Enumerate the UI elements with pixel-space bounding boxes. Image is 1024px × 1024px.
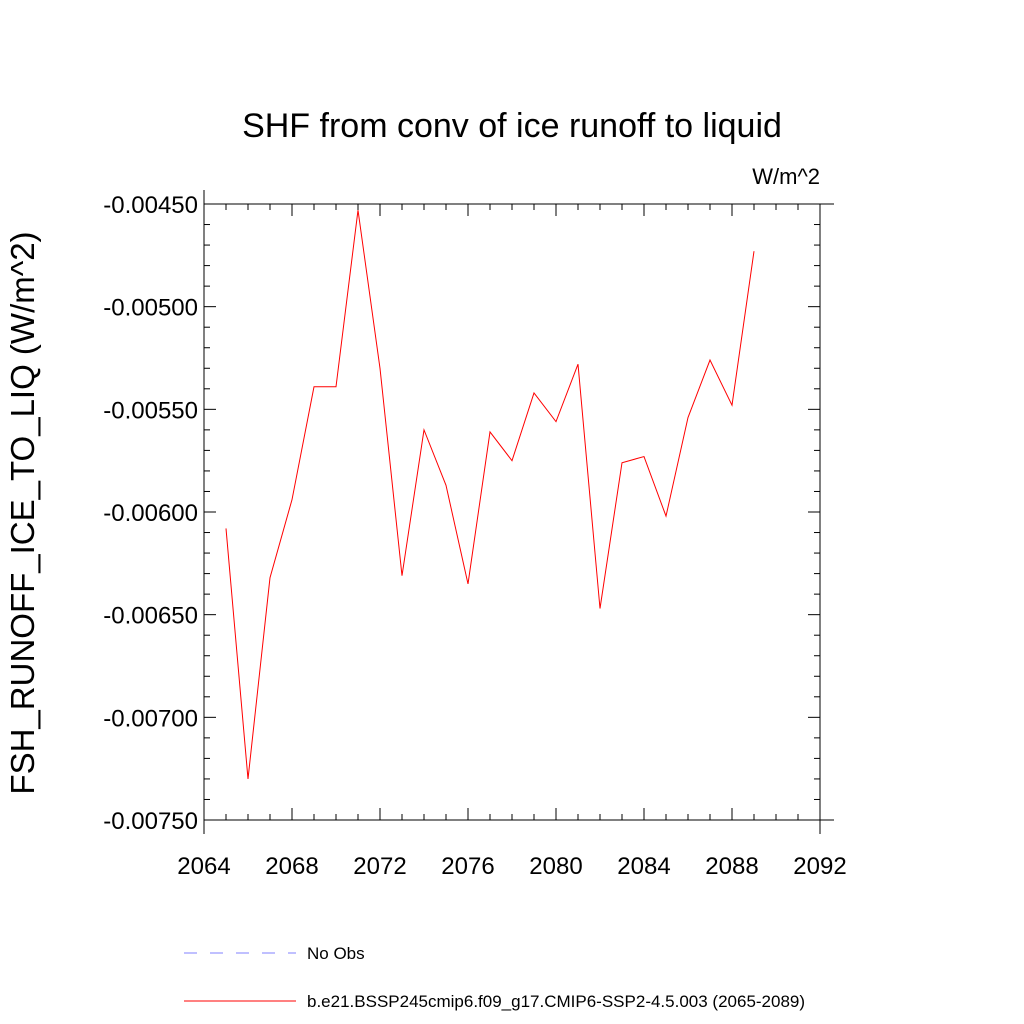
x-tick-label: 2088 — [705, 853, 758, 880]
y-tick-label: -0.00700 — [103, 705, 198, 732]
plot-frame — [203, 203, 821, 821]
y-tick-label: -0.00500 — [103, 295, 198, 322]
x-tick-label: 2072 — [353, 853, 406, 880]
y-tick-label: -0.00550 — [103, 397, 198, 424]
y-axis-title: FSH_RUNOFF_ICE_TO_LIQ (W/m^2) — [4, 231, 41, 794]
x-tick-label: 2084 — [617, 853, 670, 880]
x-tick-label: 2080 — [529, 853, 582, 880]
units-label: W/m^2 — [752, 164, 820, 189]
series-line — [225, 210, 755, 779]
series-layer — [225, 210, 755, 779]
y-tick-label: -0.00750 — [103, 808, 198, 835]
x-tick-label: 2068 — [265, 853, 318, 880]
legend-label-model-run: b.e21.BSSP245cmip6.f09_g17.CMIP6-SSP2-4.… — [307, 992, 805, 1011]
x-tick-label: 2092 — [793, 853, 846, 880]
y-tick-label: -0.00600 — [103, 500, 198, 527]
x-tick-label: 2076 — [441, 853, 494, 880]
y-tick-label: -0.00650 — [103, 603, 198, 630]
x-axis: 2064 2068 2072 2076 2080 2084 2088 2092 — [177, 204, 847, 880]
y-tick-label: -0.00450 — [103, 192, 198, 219]
y-axis: -0.00450 -0.00500 -0.00550 -0.00600 -0.00650… — [103, 190, 834, 835]
x-tick-label: 2064 — [177, 853, 230, 880]
legend: No Obs b.e21.BSSP245cmip6.f09_g17.CMIP6-… — [184, 944, 805, 1011]
minor-ticks — [204, 204, 820, 820]
chart-title: SHF from conv of ice runoff to liquid — [242, 107, 782, 145]
legend-label-no-obs: No Obs — [307, 944, 365, 963]
